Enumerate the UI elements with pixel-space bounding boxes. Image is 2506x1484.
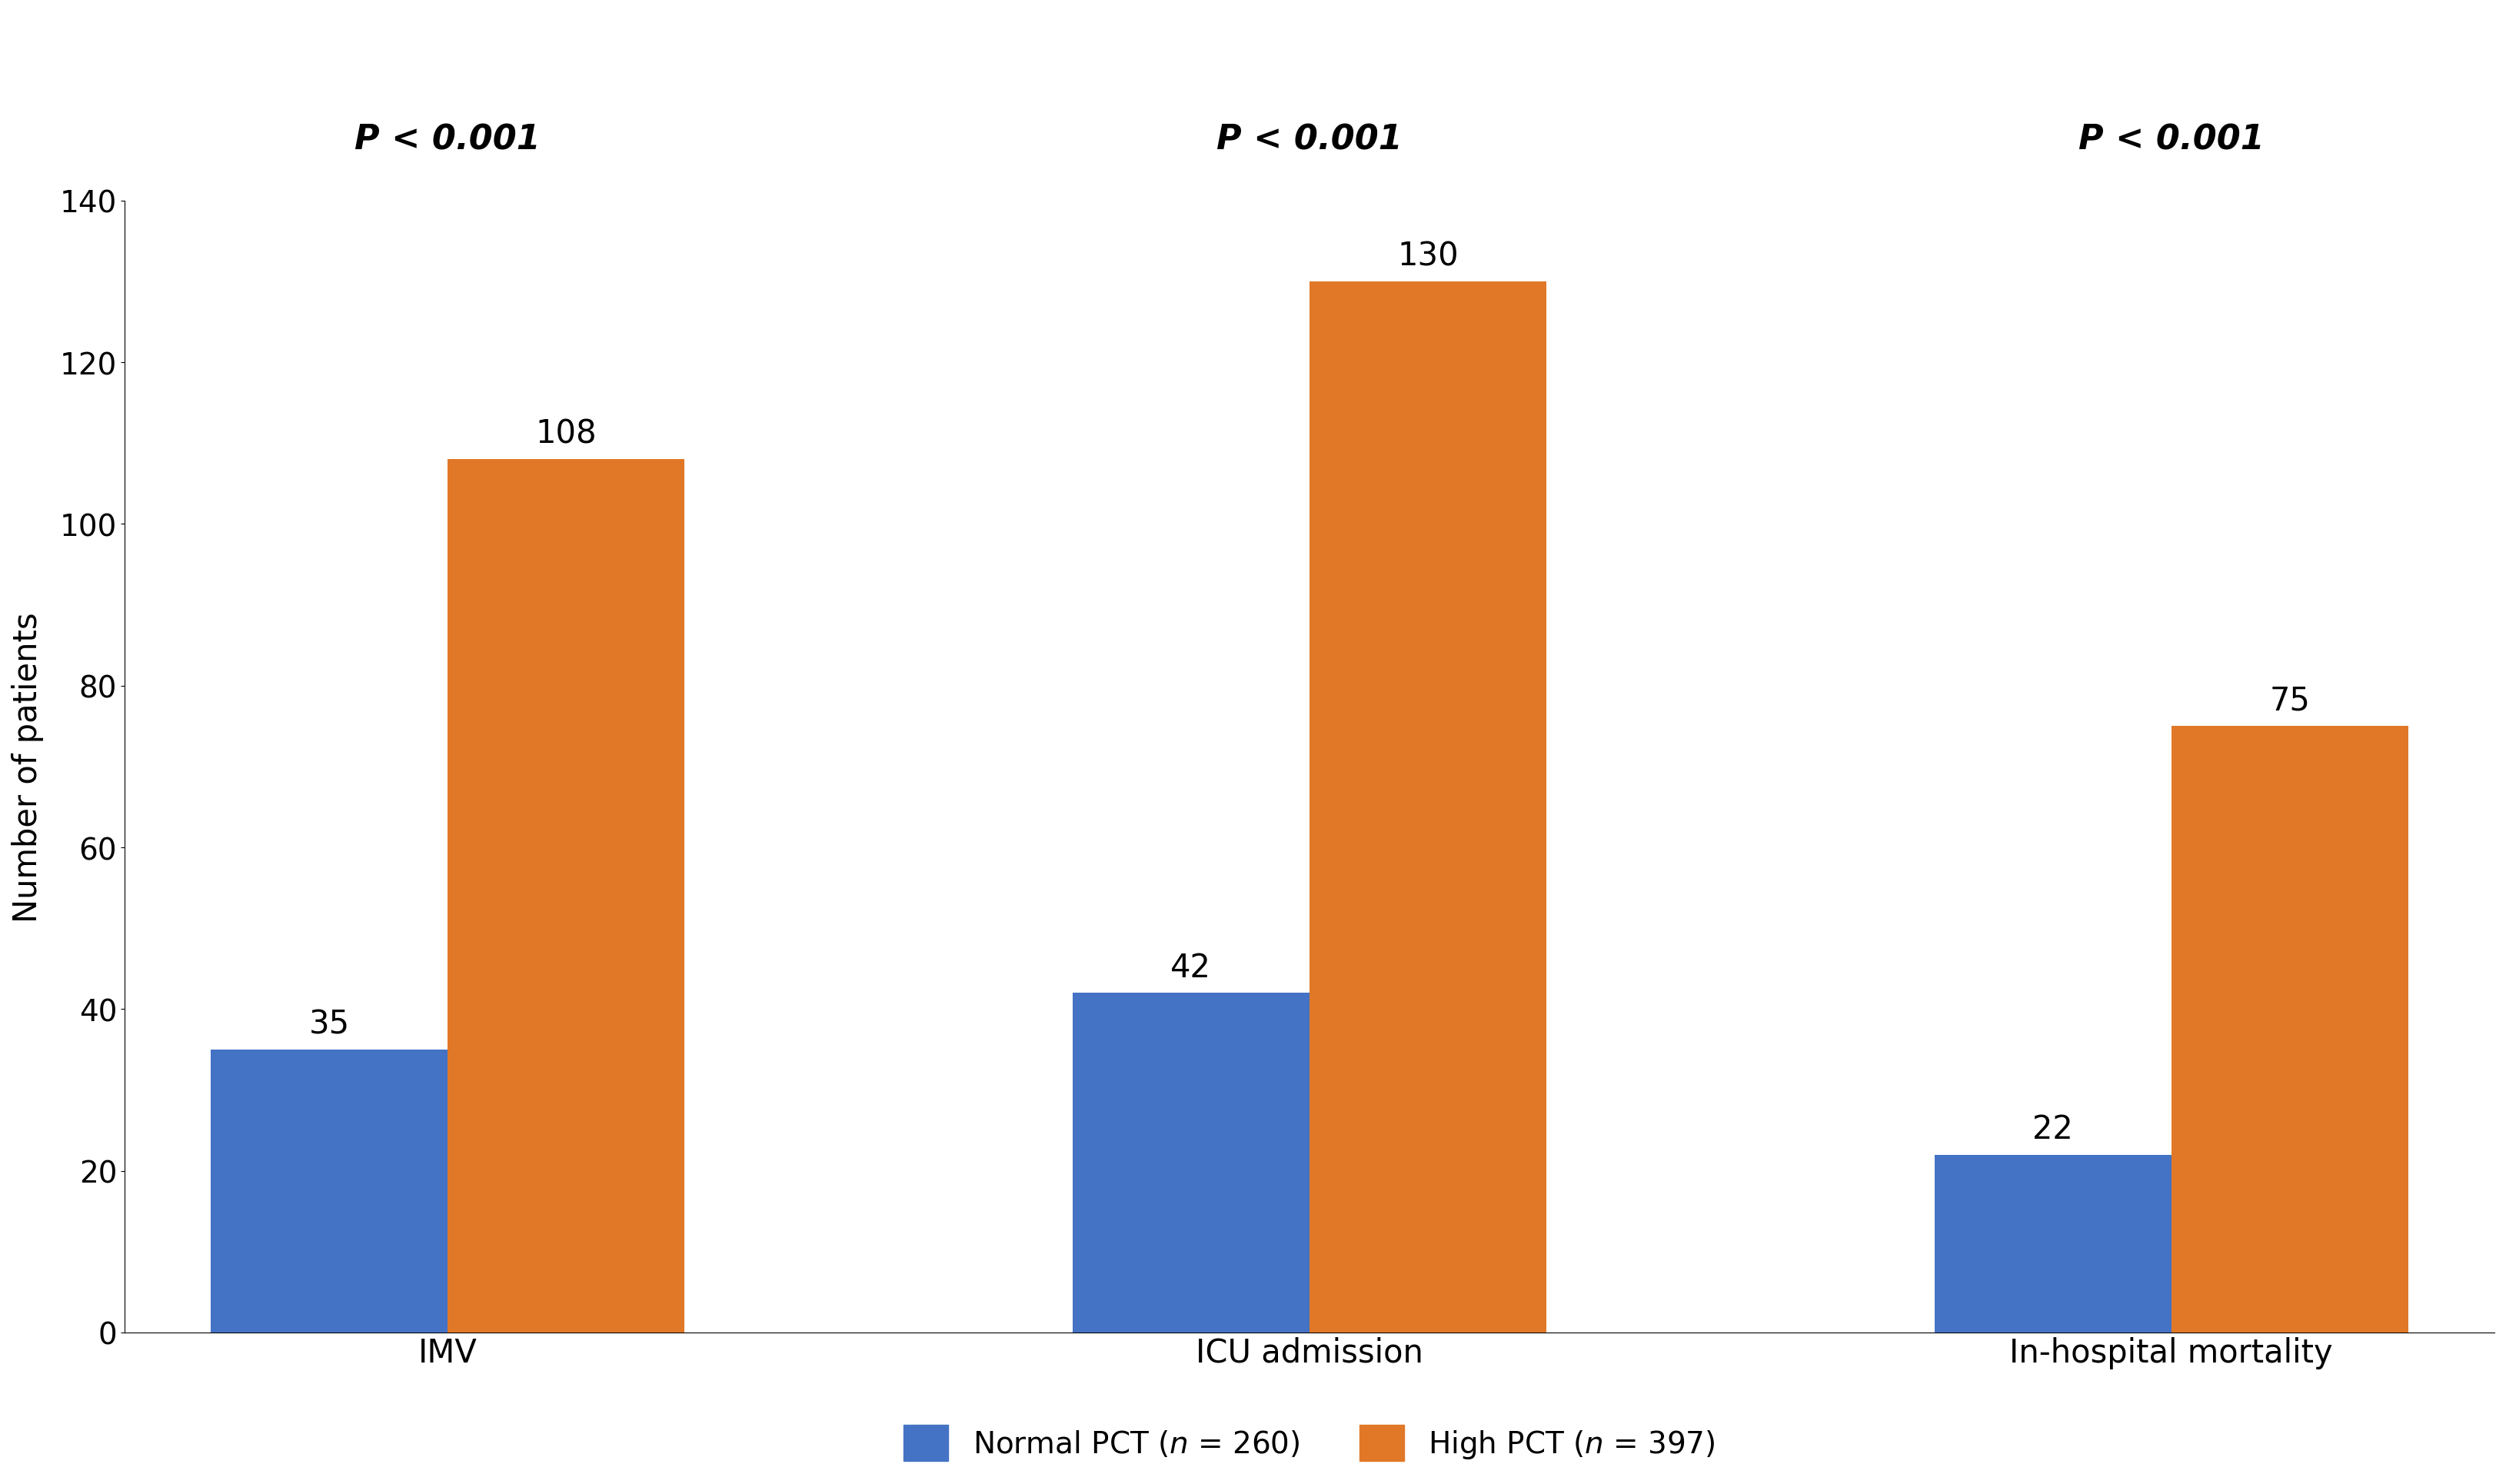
Bar (449, 460, 684, 1333)
Text: 42: 42 (1170, 951, 1210, 984)
Text: 108: 108 (536, 418, 596, 450)
Bar (1311, 282, 1546, 1333)
Text: 35: 35 (308, 1008, 351, 1040)
Text: 130: 130 (1398, 240, 1458, 272)
Text: 22: 22 (2032, 1113, 2072, 1146)
Text: P < 0.001: P < 0.001 (1215, 123, 1403, 157)
Bar (2170, 727, 2408, 1333)
Legend: Normal PCT ($n$ = 260), High PCT ($n$ = 397): Normal PCT ($n$ = 260), High PCT ($n$ = … (890, 1410, 1729, 1477)
Text: P < 0.001: P < 0.001 (2077, 123, 2265, 157)
Text: P < 0.001: P < 0.001 (356, 123, 541, 157)
Y-axis label: Number of patients: Number of patients (13, 611, 43, 922)
Bar (211, 1049, 449, 1333)
Bar (1073, 993, 1311, 1333)
Bar (1935, 1155, 2170, 1333)
Text: 75: 75 (2270, 684, 2311, 717)
